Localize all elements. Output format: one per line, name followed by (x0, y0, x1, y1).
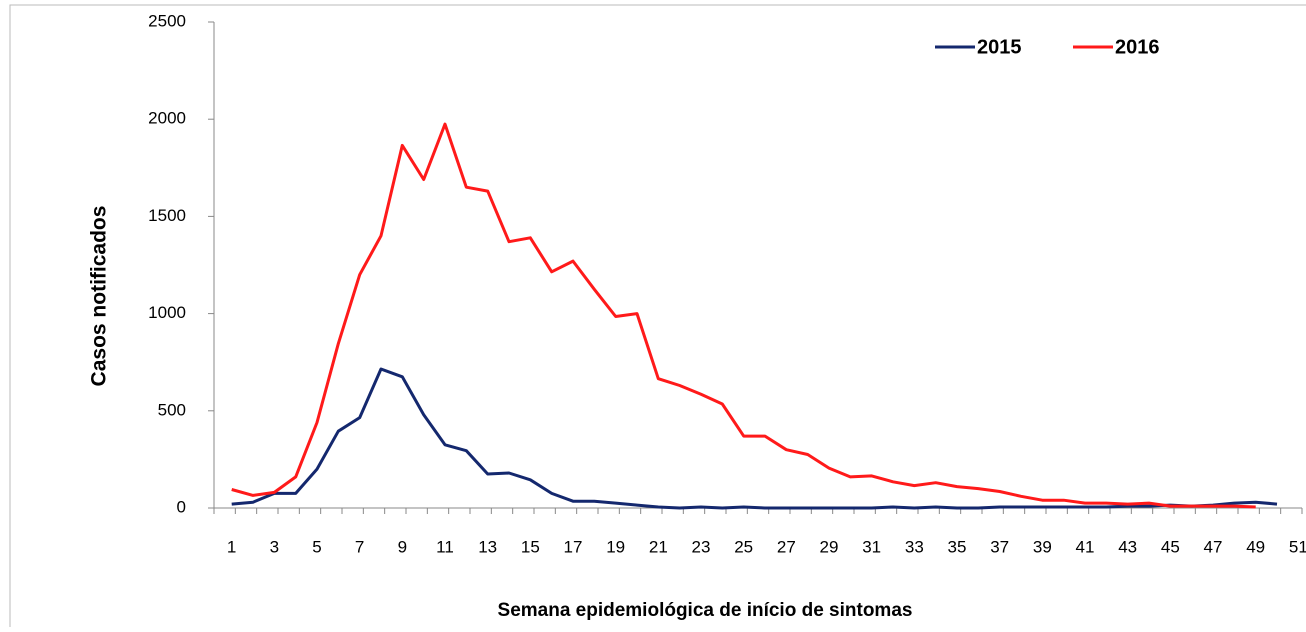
x-tick-label: 33 (905, 537, 924, 556)
x-tick-label: 51 (1289, 537, 1306, 556)
legend-label: 2015 (977, 36, 1022, 58)
x-tick-label: 23 (692, 537, 711, 556)
x-tick-label: 43 (1118, 537, 1137, 556)
y-tick-label: 2500 (148, 11, 186, 30)
x-tick-label: 35 (948, 537, 967, 556)
x-tick-label: 45 (1161, 537, 1180, 556)
y-tick-label: 2000 (148, 109, 186, 128)
y-tick-label: 1500 (148, 206, 186, 225)
x-axis-title: Semana epidemiológica de início de sinto… (498, 600, 913, 621)
x-tick-label: 17 (564, 537, 583, 556)
line-series (231, 367, 1278, 510)
y-tick-label: 500 (158, 400, 186, 419)
x-tick-label: 37 (990, 537, 1009, 556)
x-tick-label: 31 (862, 537, 881, 556)
x-tick-label: 5 (312, 537, 321, 556)
x-tick-label: 41 (1076, 537, 1095, 556)
x-tick-label: 7 (355, 537, 364, 556)
x-tick-label: 39 (1033, 537, 1052, 556)
y-axis-title: Casos notificados (88, 206, 111, 387)
chart-border (9, 4, 1306, 632)
x-tick-label: 47 (1204, 537, 1223, 556)
x-tick-label: 11 (436, 537, 454, 556)
legend-label: 2016 (1115, 36, 1160, 58)
x-tick-label: 9 (398, 537, 407, 556)
x-tick-label: 13 (478, 537, 497, 556)
x-tick-label: 3 (270, 537, 279, 556)
x-tick-label: 25 (734, 537, 753, 556)
x-tick-label: 15 (521, 537, 540, 556)
y-tick-label: 1000 (148, 303, 186, 322)
x-tick-label: 29 (820, 537, 839, 556)
line-series (231, 122, 1256, 509)
x-tick-label: 19 (606, 537, 625, 556)
y-tick-label: 0 (177, 497, 186, 516)
x-tick-label: 1 (227, 537, 236, 556)
x-tick-label: 49 (1246, 537, 1265, 556)
x-tick-label: 21 (649, 537, 668, 556)
x-tick-label: 27 (777, 537, 796, 556)
